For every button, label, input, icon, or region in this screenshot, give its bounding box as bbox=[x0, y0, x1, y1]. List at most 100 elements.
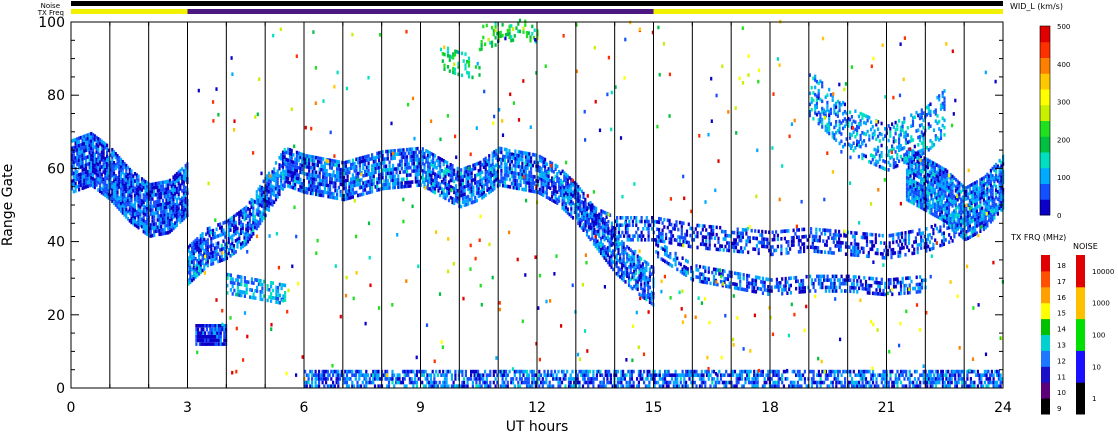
echo-cell bbox=[949, 217, 952, 221]
echo-cell bbox=[573, 188, 576, 192]
echo-cell bbox=[925, 241, 928, 246]
echo-cell bbox=[367, 154, 370, 158]
echo-cell bbox=[350, 166, 353, 170]
echo-cell bbox=[939, 183, 942, 188]
echo-cell bbox=[90, 146, 93, 151]
echo-cell bbox=[201, 239, 204, 244]
echo-cell bbox=[285, 150, 288, 155]
echo-cell bbox=[219, 255, 222, 259]
echo-cell bbox=[884, 292, 887, 297]
echo-cell bbox=[589, 204, 592, 208]
echo-cell bbox=[414, 150, 417, 155]
echo-cell bbox=[919, 198, 923, 202]
echo-cell bbox=[566, 196, 569, 201]
echo-cell bbox=[418, 172, 421, 176]
plot-content bbox=[71, 18, 1005, 388]
echo-cell bbox=[320, 182, 323, 187]
echo-cell bbox=[93, 152, 96, 157]
echo-cell bbox=[461, 200, 465, 204]
echo-cell bbox=[421, 172, 424, 177]
echo-cell bbox=[963, 186, 966, 190]
echo-cell bbox=[951, 200, 954, 204]
echo-cell bbox=[736, 242, 739, 246]
echo-cell bbox=[777, 288, 780, 293]
echo-cell bbox=[825, 228, 828, 233]
echo-cell bbox=[309, 154, 312, 159]
echo-cell bbox=[227, 222, 230, 226]
echo-cell bbox=[192, 251, 195, 255]
echo-cell bbox=[97, 166, 100, 170]
echo-cell bbox=[961, 202, 964, 207]
echo-cell bbox=[182, 213, 185, 217]
echo-cell bbox=[315, 177, 318, 182]
echo-cell bbox=[238, 232, 241, 237]
echo-cell bbox=[357, 182, 360, 187]
echo-cell bbox=[192, 247, 195, 252]
echo-cell bbox=[463, 174, 466, 178]
echo-cell bbox=[933, 162, 937, 166]
echo-cell bbox=[680, 224, 683, 229]
echo-cell bbox=[311, 158, 314, 163]
echo-cell bbox=[179, 220, 182, 224]
echo-cell bbox=[741, 250, 744, 254]
echo-cell bbox=[114, 177, 117, 182]
echo-cell bbox=[905, 186, 909, 191]
echo-cell bbox=[619, 260, 622, 265]
echo-cell bbox=[154, 207, 158, 212]
echo-cell bbox=[288, 148, 292, 152]
echo-cell bbox=[421, 150, 424, 155]
echo-cell bbox=[635, 223, 638, 227]
echo-cell bbox=[565, 172, 568, 177]
echo-cell bbox=[853, 242, 856, 246]
echo-cell bbox=[505, 177, 508, 181]
echo-cell bbox=[685, 266, 688, 270]
echo-cell bbox=[876, 251, 879, 256]
echo-cell bbox=[491, 162, 494, 167]
echo-cell bbox=[130, 195, 133, 199]
echo-cell bbox=[743, 246, 746, 251]
echo-cell bbox=[909, 188, 912, 193]
echo-cell bbox=[558, 177, 561, 181]
echo-cell bbox=[656, 220, 659, 224]
echo-cell bbox=[158, 195, 161, 200]
echo-cell bbox=[872, 244, 876, 248]
echo-cell bbox=[140, 210, 144, 214]
echo-cell bbox=[191, 275, 194, 279]
echo-cell bbox=[390, 171, 393, 175]
echo-cell bbox=[385, 179, 388, 183]
echo-cell bbox=[437, 181, 440, 186]
echo-cell bbox=[99, 182, 102, 186]
echo-cell bbox=[76, 155, 79, 160]
echo-cell bbox=[834, 233, 837, 237]
echo-cell bbox=[879, 252, 883, 256]
echo-cell bbox=[946, 213, 949, 218]
echo-cell bbox=[71, 161, 74, 165]
echo-cell bbox=[636, 261, 639, 266]
echo-cell bbox=[835, 285, 838, 290]
echo-cell bbox=[921, 188, 924, 192]
echo-cell bbox=[956, 212, 959, 217]
echo-cell bbox=[530, 189, 533, 193]
echo-cell bbox=[820, 231, 823, 236]
echo-cell bbox=[132, 185, 135, 189]
echo-cell bbox=[229, 224, 232, 229]
echo-cell bbox=[648, 293, 651, 297]
echo-cell bbox=[745, 228, 748, 232]
echo-cell bbox=[198, 264, 201, 269]
echo-cell bbox=[633, 216, 636, 220]
echo-cell bbox=[430, 163, 433, 167]
echo-cell bbox=[598, 227, 601, 231]
echo-cell bbox=[598, 245, 601, 250]
echo-cell bbox=[472, 192, 475, 197]
echo-cell bbox=[824, 289, 827, 293]
echo-cell bbox=[768, 248, 771, 253]
echo-cell bbox=[654, 219, 657, 224]
echo-cell bbox=[248, 211, 251, 216]
echo-cell bbox=[712, 232, 715, 237]
echo-cell bbox=[844, 289, 847, 293]
echo-cell bbox=[974, 188, 977, 193]
echo-cell bbox=[967, 225, 970, 229]
echo-cell bbox=[232, 222, 236, 226]
echo-cell bbox=[493, 179, 496, 183]
echo-cell bbox=[789, 283, 792, 288]
